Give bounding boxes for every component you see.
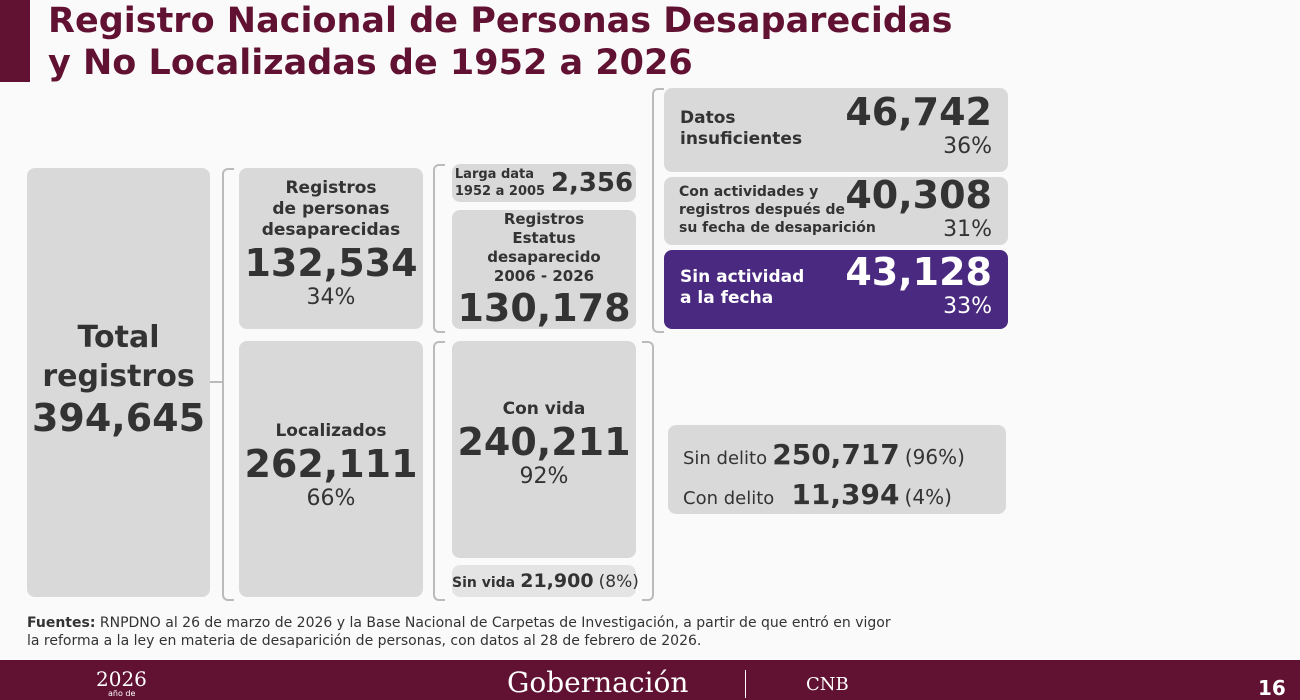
- title-line: y No Localizadas de 1952 a 2026: [48, 43, 693, 83]
- label: desaparecido: [487, 248, 601, 266]
- label: Con delito: [683, 488, 775, 509]
- bracket: [222, 168, 234, 601]
- bracket: [433, 164, 445, 333]
- percent: 66%: [306, 486, 356, 511]
- label: Sin delito: [683, 448, 768, 469]
- connector: [210, 381, 224, 383]
- title-bar: [0, 0, 30, 82]
- datos-insuficientes-box: Datos insuficientes 46,742 36%: [664, 88, 1008, 172]
- total-label: registros: [42, 359, 195, 394]
- label: Registros: [503, 210, 585, 228]
- total-label: Total: [77, 320, 160, 355]
- desaparecidas-box: Registros de personas desaparecidas 132,…: [239, 168, 423, 329]
- value: 40,308: [845, 173, 992, 217]
- value: 2,356: [550, 168, 634, 198]
- title-line: Registro Nacional de Personas Desapareci…: [48, 1, 953, 41]
- percent: 33%: [943, 294, 992, 319]
- title: Registro Nacional de Personas Desapareci…: [48, 0, 952, 84]
- sources: Fuentes: RNPDNO al 26 de marzo de 2026 y…: [27, 614, 907, 650]
- value: 132,534: [244, 241, 418, 285]
- total-box: Total registros 394,645: [27, 168, 210, 597]
- label: 1952 a 2005: [454, 184, 546, 199]
- value: 262,111: [244, 442, 418, 486]
- percent: 36%: [943, 134, 992, 159]
- percent: 31%: [943, 217, 992, 242]
- value: 130,178: [457, 286, 631, 330]
- sin-actividad-box: Sin actividad a la fecha 43,128 33%: [664, 250, 1008, 329]
- value: 21,900: [520, 570, 594, 592]
- bracket: [433, 341, 445, 601]
- value: 11,394: [791, 478, 900, 511]
- page-number: 16: [1258, 676, 1286, 700]
- label: Larga data: [454, 167, 535, 182]
- label: su fecha de desaparición: [679, 220, 876, 236]
- localizados-box: Localizados 262,111 66%: [239, 341, 423, 597]
- larga-data-box: Larga data 1952 a 2005 2,356: [452, 164, 636, 202]
- label: registros después de: [679, 202, 846, 218]
- footer-year-sub: año de: [108, 689, 136, 698]
- con-vida-box: Con vida 240,211 92%: [452, 341, 636, 558]
- label: Sin actividad: [680, 267, 805, 287]
- label: Con vida: [502, 399, 586, 419]
- label: 2006 - 2026: [493, 267, 595, 285]
- label: Sin vida: [452, 575, 516, 591]
- value: 43,128: [845, 250, 992, 294]
- value: 240,211: [457, 420, 631, 464]
- label: Datos: [680, 108, 736, 128]
- total-value: 394,645: [31, 396, 206, 440]
- label: Estatus: [512, 229, 576, 247]
- footer-year: 2026: [96, 667, 147, 691]
- value: 250,717: [772, 438, 900, 471]
- label: a la fecha: [680, 288, 774, 308]
- footer-ministry: Gobernación: [507, 666, 689, 699]
- sources-text: RNPDNO al 26 de marzo de 2026 y la Base …: [27, 615, 891, 649]
- bracket: [652, 88, 664, 333]
- footer-agency: CNB: [806, 674, 849, 695]
- percent: 34%: [306, 285, 356, 310]
- label: de personas: [272, 199, 390, 219]
- con-actividades-box: Con actividades y registros después de s…: [664, 173, 1008, 245]
- divider: [745, 670, 746, 698]
- label: Registros: [285, 178, 377, 198]
- percent: (96%): [904, 445, 965, 469]
- percent: (4%): [904, 485, 952, 509]
- value: 46,742: [845, 90, 992, 134]
- percent: 92%: [519, 464, 569, 489]
- sources-label: Fuentes:: [27, 615, 96, 631]
- label: Con actividades y: [679, 184, 819, 200]
- footer: 2026 año de Gobernación CNB 16: [0, 660, 1300, 700]
- estatus-box: Registros Estatus desaparecido 2006 - 20…: [452, 210, 636, 330]
- label: desaparecidas: [261, 220, 401, 240]
- delito-box: Sin delito 250,717 (96%) Con delito 11,3…: [668, 425, 1006, 514]
- label: Localizados: [275, 421, 387, 441]
- sin-vida-box: Sin vida 21,900 (8%): [452, 565, 639, 597]
- percent: (8%): [598, 572, 639, 592]
- label: insuficientes: [680, 129, 803, 149]
- bracket: [642, 341, 654, 601]
